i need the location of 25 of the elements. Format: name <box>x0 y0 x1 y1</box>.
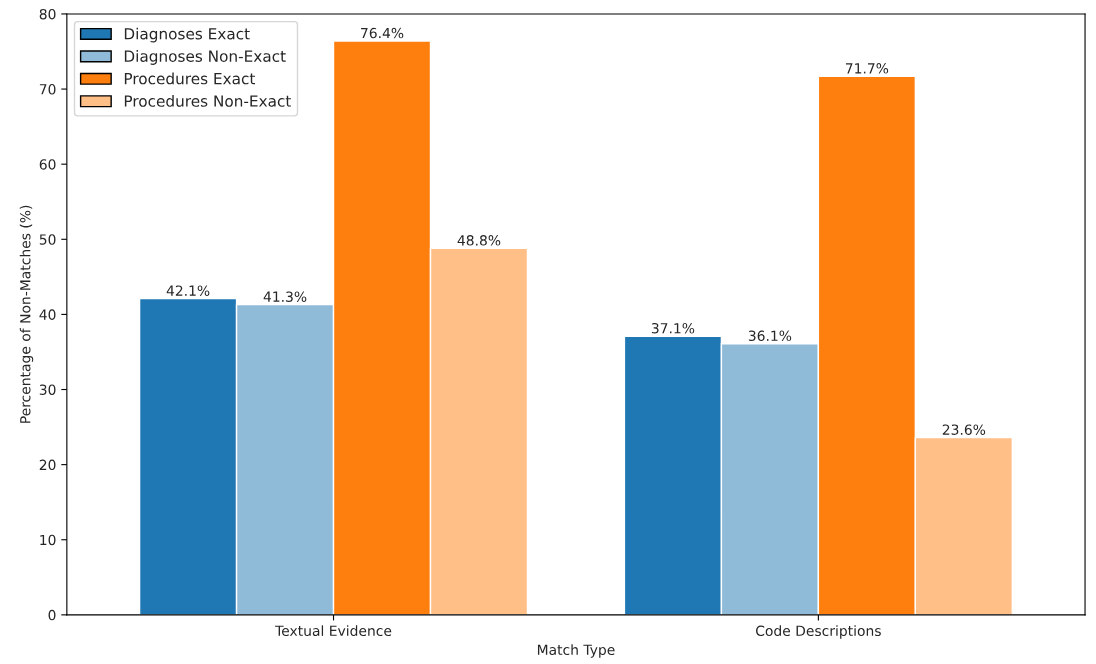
x-axis-title: Match Type <box>537 644 615 658</box>
y-tick-label: 30 <box>39 384 56 395</box>
y-tick-label: 20 <box>39 459 56 471</box>
data-label: 48.8% <box>457 235 501 246</box>
y-tick-label: 0 <box>48 609 56 621</box>
data-label: 42.1% <box>166 285 210 296</box>
y-tick-label: 70 <box>39 84 56 95</box>
data-label: 36.1% <box>748 330 792 342</box>
y-tick-label: 40 <box>39 309 56 320</box>
data-label: 41.3% <box>263 291 307 302</box>
legend-label: Diagnoses Exact <box>124 27 250 43</box>
x-tick-label: Code Descriptions <box>756 625 881 639</box>
legend-label: Diagnoses Non-Exact <box>124 50 286 65</box>
y-tick-label: 80 <box>39 8 56 20</box>
data-label: 71.7% <box>845 63 889 74</box>
x-tick-label: Textual Evidence <box>275 625 392 637</box>
y-tick-label: 60 <box>39 159 56 170</box>
data-label: 23.6% <box>942 424 986 435</box>
data-label: 37.1% <box>651 322 695 334</box>
legend-label: Procedures Exact <box>124 72 256 85</box>
data-label: 76.4% <box>361 27 404 39</box>
y-tick-label: 10 <box>40 534 56 546</box>
legend-label: Procedures Non-Exact <box>124 94 291 107</box>
y-axis-title: Percentage of Non-Matches (%) <box>19 205 34 423</box>
y-tick-label: 50 <box>39 234 56 245</box>
